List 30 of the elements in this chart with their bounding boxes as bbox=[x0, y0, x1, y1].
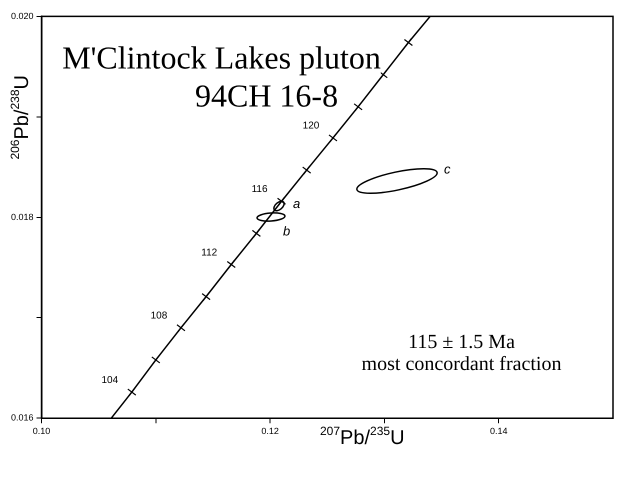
point bbox=[328, 133, 338, 143]
annotation: a bbox=[292, 196, 300, 211]
x-tick-label: 0.12 bbox=[261, 426, 279, 436]
point bbox=[302, 165, 312, 175]
annotation: b bbox=[283, 224, 290, 239]
annotation: 115 ± 1.5 Ma bbox=[408, 331, 516, 354]
x-tick-label: 0.14 bbox=[490, 426, 508, 436]
point bbox=[252, 228, 261, 238]
annotation: 116 bbox=[252, 184, 268, 195]
y-tick-label: 0.016 bbox=[10, 412, 34, 423]
annotation: 108 bbox=[150, 310, 168, 322]
x-tick-label: 0.10 bbox=[32, 426, 50, 436]
y-axis-title: 206Pb/238U bbox=[8, 75, 33, 160]
point bbox=[127, 387, 136, 397]
point bbox=[354, 102, 363, 112]
annotation: 120 bbox=[302, 120, 320, 132]
annotation: c bbox=[444, 162, 451, 177]
text: M'Clintock Lakes pluton bbox=[62, 39, 381, 76]
point bbox=[404, 38, 414, 48]
y-tick-label: 0.020 bbox=[10, 10, 34, 21]
annotation: 112 bbox=[201, 247, 218, 258]
point bbox=[176, 323, 186, 332]
point bbox=[151, 355, 160, 365]
annotation: most concordant fraction bbox=[362, 353, 562, 376]
text: 94CH 16-8 bbox=[194, 77, 338, 114]
annotation: 104 bbox=[101, 374, 119, 386]
point bbox=[226, 260, 236, 270]
y-tick-label: 0.018 bbox=[10, 212, 34, 222]
point bbox=[276, 196, 286, 206]
point bbox=[202, 292, 211, 302]
